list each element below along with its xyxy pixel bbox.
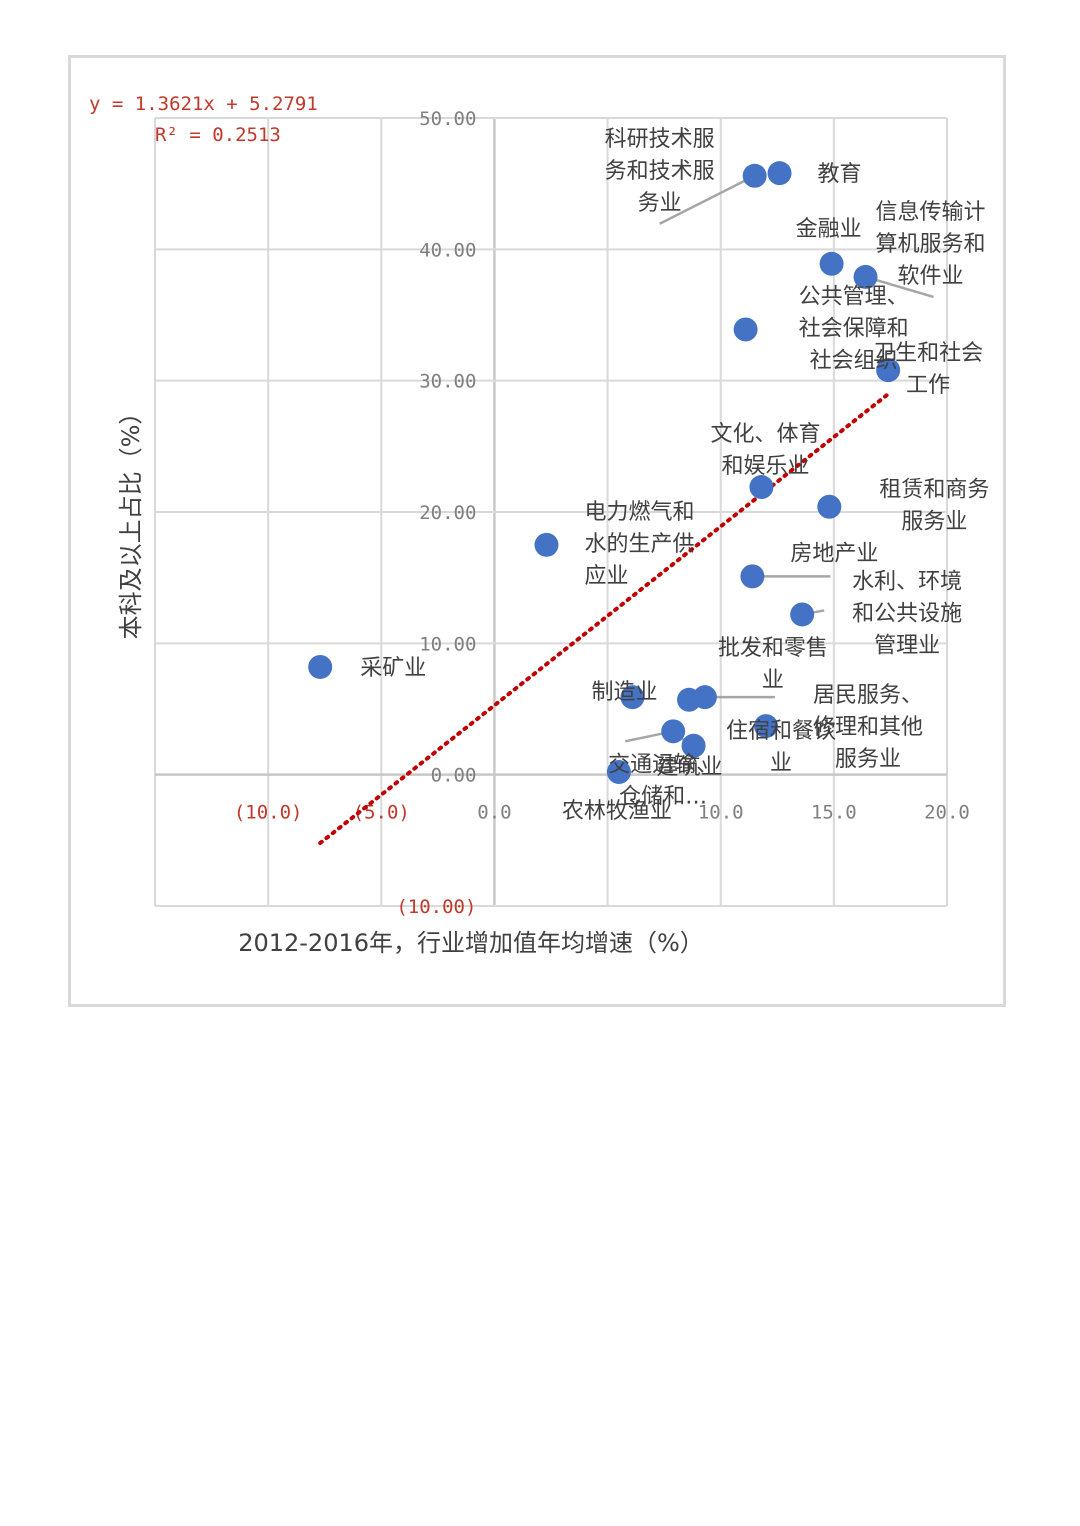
data-point xyxy=(817,494,842,519)
y-tick-label: 0.00 xyxy=(431,765,477,787)
data-point xyxy=(740,564,765,589)
data-point xyxy=(661,719,686,744)
data-point xyxy=(819,251,844,276)
y-tick-label: 30.00 xyxy=(419,371,476,393)
data-point xyxy=(733,317,758,342)
y-tick-label: 10.00 xyxy=(419,633,476,655)
data-point xyxy=(742,163,767,188)
point-label: 信息传输计算机服务和软件业 xyxy=(876,200,986,289)
scatter-chart: (10.0) (5.0) 0.0 10.0 15.0 20.0(10.00)0.0010.… xyxy=(89,93,989,957)
data-point xyxy=(681,733,706,758)
point-label: 金融业 xyxy=(796,217,862,242)
x-axis-title: 2012-2016年，行业增加值年均增速（%） xyxy=(238,929,704,957)
point-label: 租赁和商务服务业 xyxy=(879,478,989,535)
y-tick-label: (10.00) xyxy=(396,896,476,918)
data-points xyxy=(308,161,901,785)
data-point xyxy=(753,714,778,739)
x-tick-label: 0.0 xyxy=(477,802,511,824)
y-axis-title: 本科及以上占比（%） xyxy=(117,401,145,640)
point-label: 制造业 xyxy=(591,680,657,705)
point-label: 采矿业 xyxy=(360,656,426,681)
y-tick-label: 20.00 xyxy=(419,502,476,524)
trendline xyxy=(318,392,891,846)
x-tick-label: 10.0 xyxy=(698,802,744,824)
chart-frame: (10.0) (5.0) 0.0 10.0 15.0 20.0 (10.00) 0.00 10.… xyxy=(68,55,1006,1007)
data-point xyxy=(308,654,333,679)
data-labels: 采矿业 电力燃气和水的生产供应业 科研技术服务和技术服务业 教育金融业信息传输计算机服… xyxy=(360,127,989,824)
data-point xyxy=(620,685,645,710)
point-label: 教育 xyxy=(818,162,862,187)
point-label: 公共管理、社会保障和社会组织 xyxy=(799,284,909,373)
point-label: 批发和零售业 xyxy=(718,636,828,693)
x-tick-label: 20.0 xyxy=(924,802,970,824)
point-label: 卫生和社会工作 xyxy=(873,341,983,398)
trendline-equation: y = 1.3621x + 5.2791 xyxy=(89,93,318,115)
point-label: 建筑业 xyxy=(657,755,723,780)
data-point xyxy=(767,161,792,186)
data-point xyxy=(534,532,559,557)
point-label: 电力燃气和水的生产供应业 xyxy=(584,500,694,589)
data-point xyxy=(853,264,878,289)
trendline-path xyxy=(318,392,891,846)
data-point xyxy=(749,475,774,500)
point-label: 农林牧渔业 xyxy=(562,799,672,824)
y-tick-label: 40.00 xyxy=(419,239,476,261)
data-point xyxy=(677,687,702,712)
data-point xyxy=(876,358,901,383)
point-label: 水利、环境和公共设施管理业 xyxy=(852,569,962,658)
point-label: 科研技术服务和技术服务业 xyxy=(605,127,715,216)
point-label: 房地产业 xyxy=(790,541,878,566)
point-label: 交通运输、仓储和… xyxy=(608,752,718,809)
point-label: 居民服务、修理和其他服务业 xyxy=(813,683,923,772)
y-tick-label: 50.00 xyxy=(419,108,476,130)
point-label: 住宿和餐饮业 xyxy=(726,719,836,776)
x-tick-label: (10.0) xyxy=(234,802,303,824)
trendline-r2: R² = 0.2513 xyxy=(155,124,281,146)
data-point xyxy=(790,602,815,627)
x-tick-label: 15.0 xyxy=(811,802,857,824)
point-label: 文化、体育和娱乐业 xyxy=(710,422,820,479)
leader-line xyxy=(659,174,756,225)
tick-labels: (10.0) (5.0) 0.0 10.0 15.0 20.0(10.00)0.0010.… xyxy=(234,108,970,918)
data-point xyxy=(606,760,631,785)
